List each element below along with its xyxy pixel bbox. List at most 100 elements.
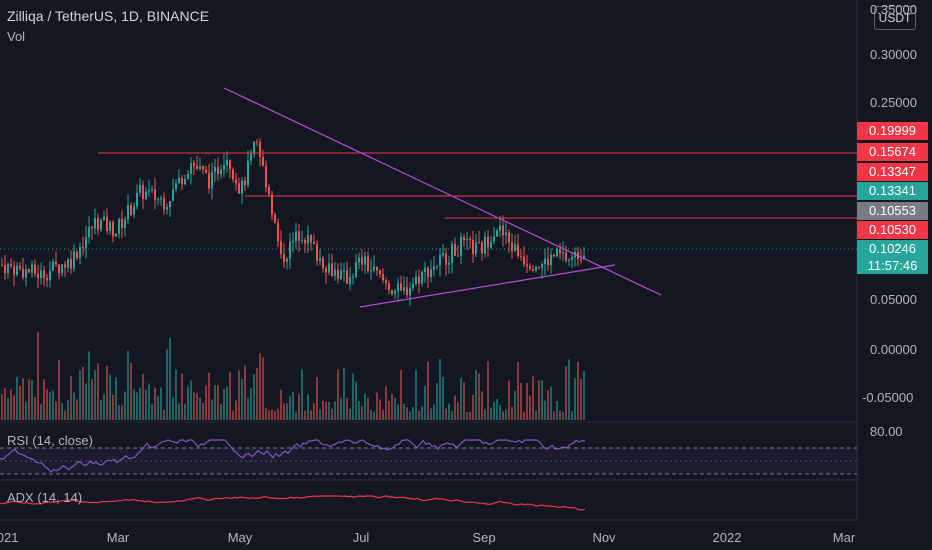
volume-bar bbox=[148, 383, 150, 420]
candle-body bbox=[64, 264, 66, 268]
candle-body bbox=[85, 237, 87, 248]
volume-bar bbox=[499, 404, 501, 420]
candle-body bbox=[55, 261, 57, 265]
adx-label[interactable]: ADX (14, 14) bbox=[7, 490, 83, 505]
symbol-title[interactable]: Zilliqa / TetherUS, 1D, BINANCE bbox=[7, 8, 210, 24]
rsi-label[interactable]: RSI (14, close) bbox=[7, 433, 93, 448]
volume-bar bbox=[397, 404, 399, 420]
candle-body bbox=[421, 271, 423, 284]
candle-body bbox=[82, 246, 84, 248]
volume-bar bbox=[181, 373, 183, 420]
last-price-badge: 0.10246 bbox=[857, 240, 928, 258]
candle-body bbox=[151, 189, 153, 191]
time-tick: Nov bbox=[592, 530, 616, 545]
volume-bar bbox=[547, 390, 549, 420]
candle-body bbox=[220, 169, 222, 175]
candle-body bbox=[370, 270, 372, 272]
candle-body bbox=[532, 268, 534, 271]
volume-bar bbox=[406, 407, 408, 420]
volume-bar bbox=[1, 394, 3, 420]
candle-body bbox=[70, 259, 72, 269]
volume-bar bbox=[520, 382, 522, 420]
candle-body bbox=[10, 263, 12, 267]
volume-bar bbox=[361, 406, 363, 420]
volume-bar bbox=[463, 382, 465, 420]
candle-body bbox=[538, 266, 540, 268]
volume-bar bbox=[580, 378, 582, 420]
volume-bar bbox=[403, 403, 405, 420]
volume-bar bbox=[532, 376, 534, 420]
candle-body bbox=[13, 266, 15, 275]
candle-body bbox=[19, 265, 21, 269]
volume-bar bbox=[562, 411, 564, 420]
volume-bar bbox=[451, 410, 453, 420]
volume-bar bbox=[409, 411, 411, 420]
candle-body bbox=[457, 255, 459, 257]
price-tick: 0.00000 bbox=[870, 342, 917, 357]
volume-bar bbox=[577, 362, 579, 420]
volume-bar bbox=[472, 394, 474, 420]
volume-bar bbox=[385, 386, 387, 420]
volume-bar bbox=[529, 395, 531, 420]
candle-body bbox=[229, 159, 231, 170]
volume-bar bbox=[115, 377, 117, 420]
volume-bar bbox=[88, 351, 90, 420]
candle-body bbox=[133, 206, 135, 215]
adx-line bbox=[0, 495, 586, 511]
candle-body bbox=[118, 218, 120, 234]
currency-selector[interactable]: USDT bbox=[874, 6, 916, 30]
volume-bar bbox=[178, 403, 180, 420]
candle-body bbox=[1, 264, 3, 266]
volume-bar bbox=[151, 404, 153, 420]
volume-bar bbox=[376, 392, 378, 420]
time-tick: Mar bbox=[832, 530, 856, 545]
rsi-band bbox=[0, 448, 857, 474]
volume-bar bbox=[49, 392, 51, 420]
volume-bar bbox=[85, 383, 87, 420]
candle-body bbox=[475, 242, 477, 255]
volume-bar bbox=[496, 399, 498, 420]
candle-body bbox=[112, 221, 114, 237]
volume-bar bbox=[31, 380, 33, 420]
candle-body bbox=[433, 266, 435, 270]
candle-body bbox=[91, 226, 93, 229]
volume-bar bbox=[202, 402, 204, 420]
candle-body bbox=[481, 242, 483, 254]
volume-bar bbox=[484, 409, 486, 420]
volume-bar bbox=[103, 393, 105, 420]
candle-body bbox=[460, 236, 462, 256]
volume-label[interactable]: Vol bbox=[7, 29, 26, 44]
candle-body bbox=[355, 262, 357, 277]
candle-body bbox=[223, 165, 225, 170]
volume-bar bbox=[316, 377, 318, 420]
volume-bar bbox=[235, 400, 237, 420]
candle-body bbox=[268, 187, 270, 195]
candle-body bbox=[571, 257, 573, 260]
candle-body bbox=[388, 283, 390, 290]
volume-bar bbox=[292, 391, 294, 420]
candle-body bbox=[559, 248, 561, 254]
candle-body bbox=[280, 241, 282, 254]
descending-trendline bbox=[223, 87, 662, 296]
volume-bar bbox=[550, 386, 552, 420]
volume-bar bbox=[127, 350, 129, 420]
volume-bar bbox=[37, 331, 39, 420]
volume-bar bbox=[205, 385, 207, 420]
price-tick: 0.35000 bbox=[870, 2, 917, 17]
volume-bar bbox=[337, 369, 339, 420]
candle-body bbox=[298, 231, 300, 241]
candle-body bbox=[568, 259, 570, 261]
candle-body bbox=[277, 222, 279, 242]
volume-bar bbox=[34, 397, 36, 420]
candle-body bbox=[196, 165, 198, 169]
volume-bar bbox=[130, 362, 132, 420]
volume-bar bbox=[430, 408, 432, 420]
volume-bar bbox=[268, 410, 270, 420]
candle-body bbox=[190, 163, 192, 174]
candle-body bbox=[487, 236, 489, 248]
candle-body bbox=[499, 225, 501, 231]
candle-body bbox=[427, 267, 429, 278]
candle-body bbox=[445, 253, 447, 265]
volume-bar bbox=[208, 372, 210, 420]
